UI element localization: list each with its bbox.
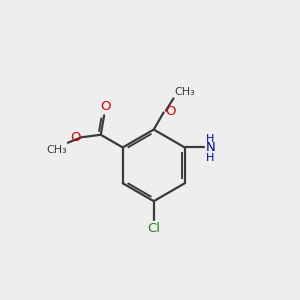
Text: H: H xyxy=(206,134,214,144)
Text: O: O xyxy=(70,130,80,144)
Text: Cl: Cl xyxy=(147,222,160,236)
Text: CH₃: CH₃ xyxy=(46,145,67,154)
Text: H: H xyxy=(206,152,214,163)
Text: N: N xyxy=(206,141,215,154)
Text: CH₃: CH₃ xyxy=(175,87,195,97)
Text: O: O xyxy=(100,100,111,112)
Text: O: O xyxy=(165,105,176,118)
